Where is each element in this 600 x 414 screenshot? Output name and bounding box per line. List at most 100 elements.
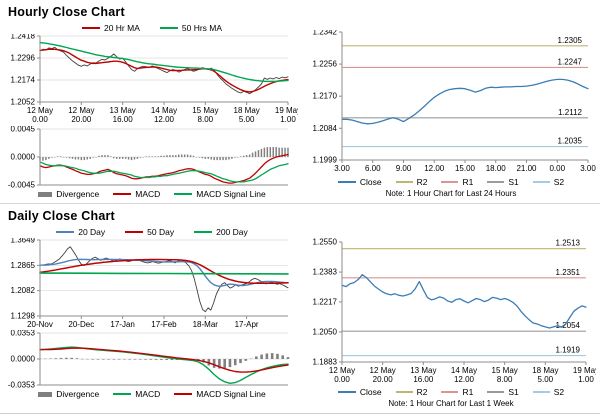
svg-text:19 May: 19 May xyxy=(275,106,298,115)
svg-text:20.00: 20.00 xyxy=(71,115,92,124)
line-swatch-icon xyxy=(56,231,74,233)
legend-item-50day: 50 Day xyxy=(125,226,174,238)
svg-text:1.2418: 1.2418 xyxy=(11,34,36,41)
legend-item-macd-signal: MACD Signal Line xyxy=(174,388,265,400)
svg-text:15.00: 15.00 xyxy=(455,164,476,173)
legend-item-r1: R1 xyxy=(441,176,473,188)
svg-text:1.2351: 1.2351 xyxy=(556,268,581,277)
svg-text:1.2035: 1.2035 xyxy=(558,137,583,146)
legend-label: R1 xyxy=(462,386,473,398)
line-swatch-icon xyxy=(487,391,504,393)
legend-label: S2 xyxy=(554,386,564,398)
svg-text:1.2865: 1.2865 xyxy=(11,261,36,270)
svg-text:1.2513: 1.2513 xyxy=(556,239,581,248)
svg-text:1.00: 1.00 xyxy=(280,115,296,124)
svg-text:1.00: 1.00 xyxy=(578,375,594,384)
line-swatch-icon xyxy=(396,181,413,183)
legend-label: Close xyxy=(360,386,382,398)
svg-text:13 May: 13 May xyxy=(110,106,136,115)
line-swatch-icon xyxy=(441,391,458,393)
legend-item-200day: 200 Day xyxy=(194,226,248,238)
svg-text:1.2170: 1.2170 xyxy=(313,92,338,101)
svg-text:1.2112: 1.2112 xyxy=(558,108,582,117)
svg-text:14 May: 14 May xyxy=(451,366,477,375)
bar-swatch-icon xyxy=(38,392,52,397)
daily-close-panel: Daily Close Chart 20 Day 50 Day 200 Day … xyxy=(0,203,300,413)
svg-text:9.00: 9.00 xyxy=(396,164,412,173)
line-swatch-icon xyxy=(441,181,458,183)
svg-text:1.2217: 1.2217 xyxy=(313,297,338,306)
svg-text:1.2084: 1.2084 xyxy=(313,124,338,133)
line-swatch-icon xyxy=(174,393,192,395)
legend-label: Divergence xyxy=(56,188,99,200)
daily-chart-title: Daily Close Chart xyxy=(8,209,298,223)
legend-label: Close xyxy=(360,176,382,188)
legend-item-r2: R2 xyxy=(396,176,428,188)
svg-text:12 May: 12 May xyxy=(68,106,94,115)
svg-text:-0.0045: -0.0045 xyxy=(8,181,36,189)
svg-text:12.00: 12.00 xyxy=(154,115,175,124)
svg-text:12.00: 12.00 xyxy=(424,164,445,173)
svg-text:20-Nov: 20-Nov xyxy=(27,320,53,329)
svg-text:1.3649: 1.3649 xyxy=(11,238,36,245)
svg-text:12 May: 12 May xyxy=(27,106,53,115)
legend-label: MACD Signal Line xyxy=(196,188,265,200)
hourly-pivot-chart: 1.23051.22471.21121.20351.23421.22561.21… xyxy=(304,30,596,176)
svg-text:15 May: 15 May xyxy=(192,106,218,115)
svg-text:0.00: 0.00 xyxy=(32,115,48,124)
svg-text:8.00: 8.00 xyxy=(497,375,513,384)
legend-label: MACD xyxy=(135,388,160,400)
legend-label: MACD Signal Line xyxy=(196,388,265,400)
line-swatch-icon xyxy=(396,391,413,393)
svg-text:1.2550: 1.2550 xyxy=(313,238,338,247)
svg-text:1.2342: 1.2342 xyxy=(313,30,338,37)
svg-text:-0.0353: -0.0353 xyxy=(8,381,36,389)
hourly-chart-title: Hourly Close Chart xyxy=(8,5,298,19)
legend-label: Divergence xyxy=(56,388,99,400)
svg-text:12.00: 12.00 xyxy=(454,375,475,384)
line-swatch-icon xyxy=(113,193,131,195)
legend-label: 20 Day xyxy=(78,226,105,238)
legend-item-s2: S2 xyxy=(533,386,564,398)
svg-text:19 May: 19 May xyxy=(573,366,596,375)
svg-text:17-Feb: 17-Feb xyxy=(151,320,177,329)
legend-item-s1: S1 xyxy=(487,386,518,398)
legend-label: MACD xyxy=(135,188,160,200)
svg-text:18-Mar: 18-Mar xyxy=(193,320,219,329)
weekly-pivot-chart: 1.25131.23511.20541.19191.25501.23831.22… xyxy=(304,236,596,386)
svg-text:0.0045: 0.0045 xyxy=(11,126,36,134)
weekly-pivot-note: Note: 1 Hour Chart for Last 1 Week xyxy=(304,399,598,408)
svg-text:13 May: 13 May xyxy=(410,366,436,375)
legend-label: 200 Day xyxy=(216,226,248,238)
legend-item-50hrs-ma: 50 Hrs MA xyxy=(160,22,222,34)
hourly-pivot-legend: Close R2 R1 S1 S2 xyxy=(304,176,598,188)
svg-text:18 May: 18 May xyxy=(234,106,260,115)
svg-text:16.00: 16.00 xyxy=(413,375,434,384)
svg-text:15 May: 15 May xyxy=(492,366,518,375)
svg-text:0.0000: 0.0000 xyxy=(11,355,36,364)
legend-item-r2: R2 xyxy=(396,386,428,398)
hourly-close-panel: Hourly Close Chart 20 Hr MA 50 Hrs MA 1.… xyxy=(0,0,300,203)
svg-text:6.00: 6.00 xyxy=(365,164,381,173)
legend-item-20day: 20 Day xyxy=(56,226,105,238)
svg-text:21.00: 21.00 xyxy=(516,164,537,173)
svg-text:0.00: 0.00 xyxy=(549,164,565,173)
line-swatch-icon xyxy=(533,391,550,393)
legend-item-r1: R1 xyxy=(441,386,473,398)
line-swatch-icon xyxy=(113,393,131,395)
svg-text:1.2050: 1.2050 xyxy=(313,327,338,336)
svg-text:17-Apr: 17-Apr xyxy=(235,320,259,329)
svg-text:0.00: 0.00 xyxy=(334,375,350,384)
line-swatch-icon xyxy=(338,391,356,393)
weekly-pivot-legend: Close R2 R1 S1 S2 xyxy=(304,386,598,398)
svg-text:1.2247: 1.2247 xyxy=(558,57,583,66)
svg-text:8.00: 8.00 xyxy=(198,115,214,124)
line-swatch-icon xyxy=(533,181,550,183)
